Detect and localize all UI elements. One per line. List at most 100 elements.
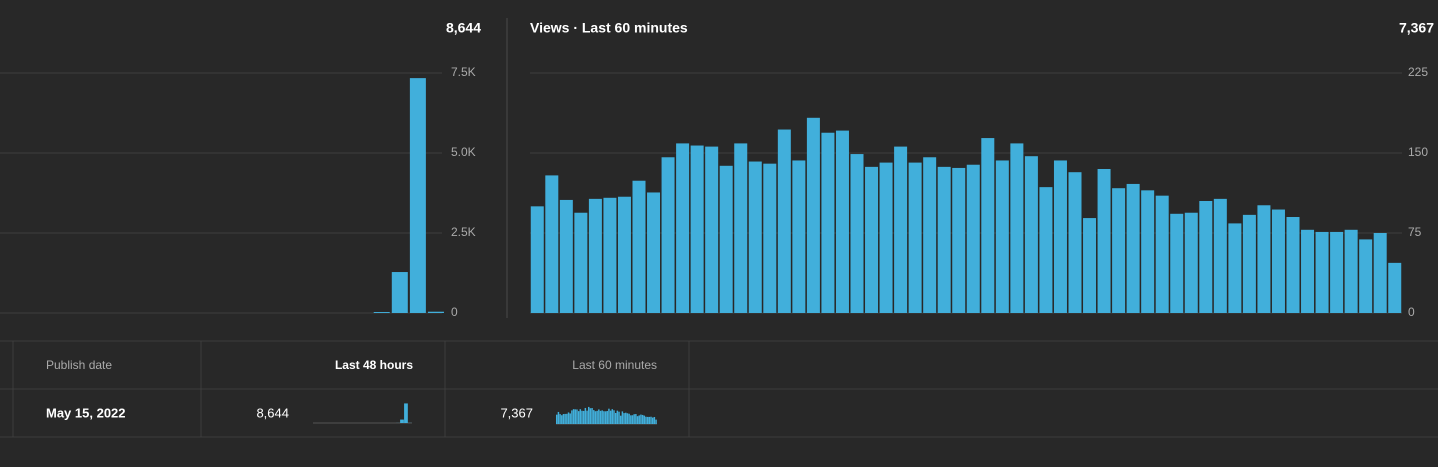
sparkline-bar <box>574 409 576 424</box>
bar <box>835 130 849 313</box>
chart-total: 8,644 <box>446 20 481 36</box>
sparkline-bar <box>621 411 624 424</box>
bar <box>1155 195 1169 313</box>
bar <box>588 198 602 313</box>
bar <box>1170 213 1184 313</box>
sparkline-bar <box>404 403 408 423</box>
bar <box>559 199 573 313</box>
bar <box>952 167 966 313</box>
bar <box>806 117 820 313</box>
sparkline-bar <box>648 416 651 424</box>
sparkline-bar <box>569 413 571 424</box>
sparkline-bar <box>623 413 625 424</box>
table-header[interactable]: Last 60 minutes <box>572 358 657 372</box>
bar <box>1184 212 1198 313</box>
bar <box>705 146 719 313</box>
bar <box>632 180 646 313</box>
sparkline-bar <box>579 409 582 424</box>
sparkline-bar <box>556 414 558 424</box>
bar <box>1315 231 1329 313</box>
bar <box>865 166 879 313</box>
table-cell: 7,367 <box>500 405 533 420</box>
sparkline-bar <box>640 414 642 424</box>
sparkline-bar <box>611 409 614 424</box>
sparkline-bar <box>619 415 622 424</box>
bar <box>1242 214 1256 313</box>
bar <box>894 146 908 313</box>
bar <box>850 154 864 313</box>
sparkline-bar <box>635 414 637 424</box>
sparkline-bar <box>566 413 568 424</box>
bar <box>409 78 426 314</box>
sparkline-bar <box>613 410 615 424</box>
sparkline-bar <box>591 408 593 424</box>
bar <box>719 165 733 313</box>
sparkline-bar <box>561 415 563 424</box>
y-tick-label: 7.5K <box>451 65 476 79</box>
bar <box>1053 160 1067 313</box>
bar <box>1271 209 1285 313</box>
sparkline-bar <box>400 419 404 423</box>
bar <box>777 129 791 313</box>
chart-title: Views · Last 60 minutes <box>530 20 688 36</box>
y-tick-label: 0 <box>451 305 458 319</box>
bar <box>1068 172 1082 313</box>
bar <box>1213 198 1227 313</box>
chart-total: 7,367 <box>1399 20 1434 36</box>
bar <box>1010 143 1024 313</box>
sparkline-bar <box>557 411 560 424</box>
bar <box>1199 201 1213 313</box>
bar <box>1330 231 1344 313</box>
sparkline-bar <box>598 409 600 424</box>
sparkline-bar <box>594 411 597 424</box>
bar <box>1257 205 1271 313</box>
bar <box>1286 217 1300 313</box>
sparkline-bar <box>601 410 603 424</box>
bar <box>1083 218 1097 313</box>
bar <box>617 196 631 313</box>
sparkline-bar <box>630 415 632 424</box>
table-cell: May 15, 2022 <box>46 405 126 420</box>
bar <box>690 145 704 313</box>
sparkline-bar <box>603 411 605 424</box>
sparkline-bar <box>582 410 585 424</box>
bar <box>966 164 980 313</box>
bar <box>981 138 995 313</box>
sparkline-bar <box>614 412 617 424</box>
bar <box>923 157 937 313</box>
sparkline-bar <box>645 416 647 424</box>
bar <box>1141 190 1155 313</box>
sparkline-bar <box>618 411 620 424</box>
sparkline-bar <box>616 410 619 424</box>
bar <box>879 162 893 313</box>
sparkline-bar <box>593 410 595 424</box>
sparkline-bar <box>584 407 587 424</box>
bar <box>1024 156 1038 313</box>
sparkline-bar <box>641 414 644 424</box>
table-header[interactable]: Last 48 hours <box>335 358 413 372</box>
sparkline-bar <box>625 412 627 424</box>
bar <box>1039 187 1053 313</box>
sparkline-bar <box>653 417 656 424</box>
bar <box>427 311 444 313</box>
y-tick-label: 75 <box>1408 225 1422 239</box>
bar <box>792 160 806 313</box>
sparkline-bar <box>596 410 598 424</box>
bar <box>373 312 390 313</box>
sparkline-bar <box>628 413 630 424</box>
sparkline-bar <box>576 409 578 424</box>
sparkline-bar <box>633 414 635 424</box>
y-tick-label: 0 <box>1408 305 1415 319</box>
bar <box>676 143 690 313</box>
sparkline-bar <box>604 411 607 424</box>
bar <box>661 157 675 313</box>
sparkline-bar <box>643 415 646 424</box>
y-tick-label: 5.0K <box>451 145 476 159</box>
bar <box>530 206 544 313</box>
bar <box>1228 223 1242 313</box>
y-tick-label: 2.5K <box>451 225 476 239</box>
sparkline-bar <box>608 408 610 424</box>
sparkline-bar <box>571 410 573 424</box>
bar <box>1359 239 1373 313</box>
